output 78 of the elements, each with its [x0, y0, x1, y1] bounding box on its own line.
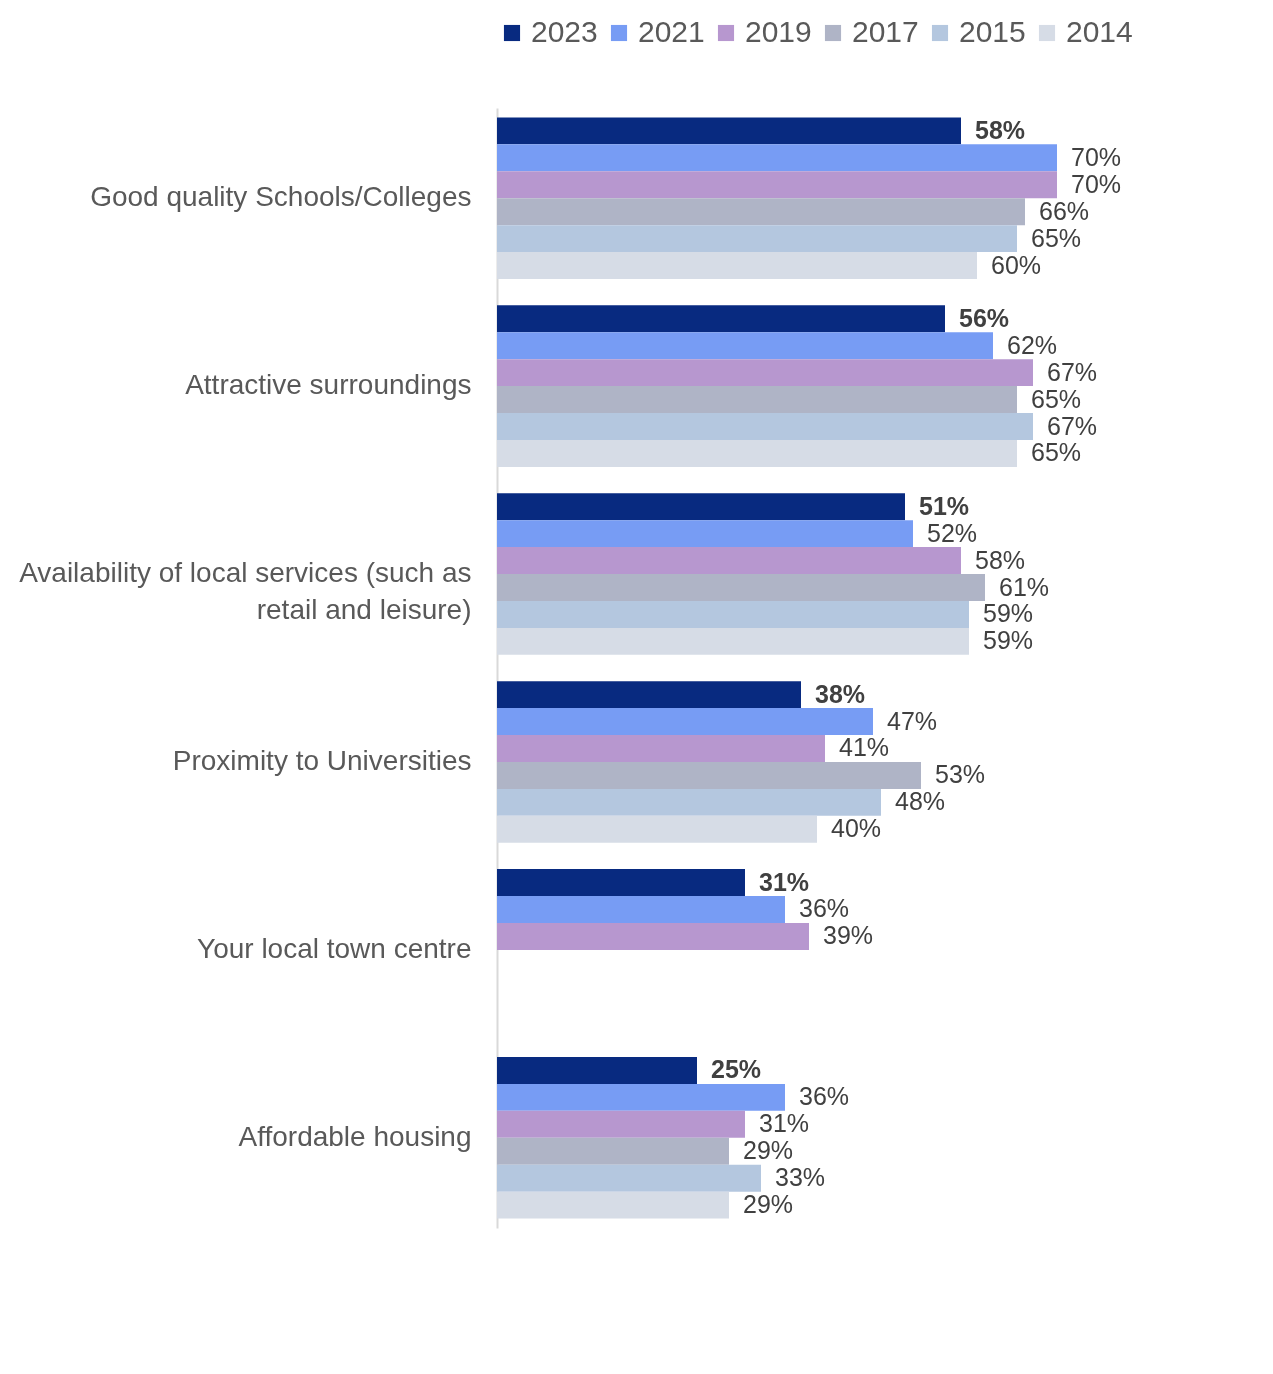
bar [497, 386, 1017, 414]
y-tick-label: Attractive surroundings [185, 369, 472, 401]
bar [497, 600, 969, 628]
data-label: 51% [919, 491, 970, 520]
bar [497, 1056, 697, 1084]
data-label: 25% [711, 1055, 762, 1084]
y-tick-label: Good quality Schools/Colleges [90, 181, 472, 213]
legend-label: 2017 [852, 15, 919, 48]
bar [497, 493, 905, 521]
data-label: 67% [1047, 411, 1098, 440]
data-label: 70% [1071, 169, 1122, 198]
data-label: 65% [1031, 438, 1082, 467]
bar [497, 413, 1033, 440]
data-label: 66% [1039, 196, 1090, 225]
data-label: 58% [975, 115, 1026, 144]
data-label: 29% [743, 1136, 794, 1165]
bar [497, 761, 921, 789]
data-label: 65% [1031, 384, 1082, 413]
data-label: 65% [1031, 223, 1082, 252]
bar [497, 359, 1033, 387]
legend-label: 2014 [1066, 15, 1133, 48]
data-label: 36% [799, 894, 850, 923]
y-tick-label: Availability of local services (such as retail and leisure) [19, 557, 472, 626]
bar [497, 439, 1017, 467]
bar [497, 520, 913, 548]
data-label: 48% [895, 787, 946, 816]
bar [497, 305, 945, 333]
data-label: 36% [799, 1082, 850, 1111]
data-label: 67% [1047, 357, 1098, 386]
legend-label: 2019 [745, 15, 812, 48]
bar [497, 252, 977, 280]
data-label: 33% [775, 1163, 826, 1192]
bar [497, 1137, 729, 1165]
bar [497, 547, 961, 575]
data-label: 59% [983, 599, 1034, 628]
data-label: 53% [935, 760, 986, 789]
bar [497, 788, 881, 816]
bar [497, 1164, 761, 1192]
bar [497, 171, 1057, 199]
bar [497, 922, 809, 950]
bar [497, 198, 1025, 226]
legend-label: 2015 [959, 15, 1026, 48]
data-label: 59% [983, 626, 1034, 655]
bar [497, 896, 785, 923]
data-label: 31% [759, 1109, 810, 1138]
bar [497, 627, 969, 655]
data-label: 31% [759, 867, 810, 896]
y-tick-label: Affordable housing [238, 1120, 472, 1152]
bar [497, 574, 985, 601]
bar [497, 1083, 785, 1111]
data-label: 56% [959, 303, 1010, 332]
bar [497, 1191, 729, 1219]
data-label: 38% [815, 679, 866, 708]
data-label: 52% [927, 518, 978, 547]
bar [497, 681, 801, 709]
bar [497, 869, 745, 897]
data-label: 58% [975, 545, 1026, 574]
data-label: 61% [999, 572, 1050, 601]
bar [497, 708, 873, 736]
bar [497, 332, 993, 360]
bar [497, 144, 1057, 172]
legend-label: 2023 [531, 15, 598, 48]
bar [497, 225, 1017, 253]
bar [497, 815, 817, 843]
data-label: 40% [831, 814, 882, 843]
data-label: 70% [1071, 142, 1122, 171]
data-label: 29% [743, 1190, 794, 1219]
data-label: 47% [887, 706, 938, 735]
y-tick-label: Proximity to Universities [172, 744, 472, 776]
bar [497, 117, 961, 145]
data-label: 39% [823, 921, 874, 950]
data-label: 41% [839, 733, 890, 762]
data-label: 60% [991, 250, 1042, 279]
legend-label: 2021 [638, 15, 705, 48]
y-tick-label: Your local town centre [197, 932, 472, 964]
data-label: 62% [1007, 330, 1058, 359]
bar [497, 735, 825, 762]
bar [497, 1110, 745, 1138]
